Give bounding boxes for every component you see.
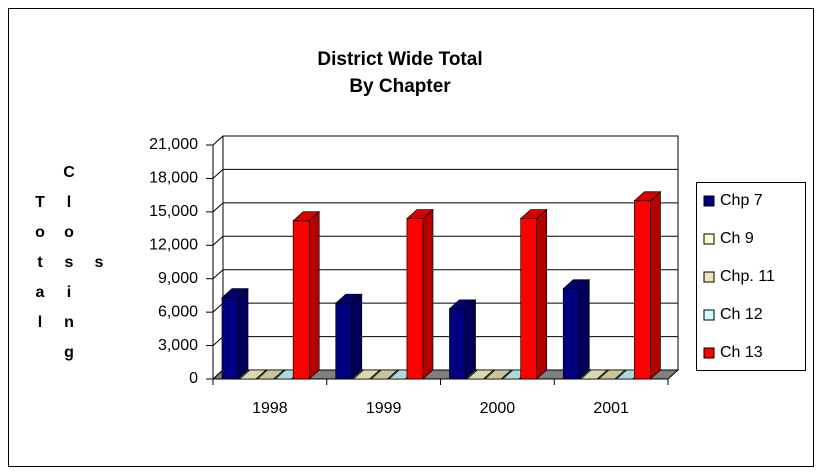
bar-top <box>256 369 285 380</box>
bar-top <box>352 369 381 380</box>
y-tick-label: 3,000 <box>158 337 198 354</box>
bar-top <box>292 211 321 222</box>
y-tick-label: 18,000 <box>149 170 198 187</box>
y-tick-label: 6,000 <box>158 303 198 320</box>
bar <box>520 218 538 380</box>
y-tick-label: 12,000 <box>149 237 198 254</box>
chart-title: District Wide Total <box>317 49 482 70</box>
bar-top <box>406 209 434 219</box>
y-axis-label: s <box>95 254 104 271</box>
bar <box>449 308 466 380</box>
bar <box>292 220 310 380</box>
legend-label: Ch 12 <box>720 306 763 323</box>
grid-line <box>212 135 678 146</box>
legend-label: Ch 9 <box>720 230 754 247</box>
legend-swatch <box>703 233 715 245</box>
bar <box>221 297 239 380</box>
bar-top <box>519 209 548 219</box>
bar <box>335 302 353 380</box>
bar-side <box>308 210 320 380</box>
bar-side <box>465 299 476 380</box>
legend-label: Ch 13 <box>720 344 763 361</box>
bar-side <box>351 293 363 380</box>
bar-top <box>334 293 363 304</box>
bar-side <box>536 208 548 380</box>
bar-side <box>578 278 590 380</box>
x-tick-label: 1999 <box>366 400 402 417</box>
x-tick-label: 2000 <box>480 400 516 417</box>
bar-top <box>238 369 267 380</box>
bar-side <box>422 208 434 380</box>
bar-top <box>221 288 249 299</box>
bar-top <box>562 279 591 290</box>
bar-top <box>633 191 662 202</box>
grid-line <box>212 202 678 213</box>
legend-label: Chp. 11 <box>720 268 775 285</box>
legend-box <box>696 182 806 371</box>
y-tick-label: 0 <box>189 370 198 387</box>
bar-side <box>237 287 249 380</box>
bar-top <box>370 369 399 380</box>
x-tick-label: 2001 <box>593 400 629 417</box>
legend-swatch <box>703 271 715 283</box>
legend-swatch <box>703 309 715 321</box>
bar-side <box>650 190 661 380</box>
legend-swatch <box>703 195 715 207</box>
bar <box>562 288 580 380</box>
y-tick-label: 21,000 <box>149 136 198 153</box>
bar <box>406 218 424 380</box>
y-tick-label: 15,000 <box>149 203 198 220</box>
bar-top <box>580 369 608 380</box>
bar-top <box>597 369 626 380</box>
bar-top <box>448 299 477 310</box>
bar <box>634 200 651 380</box>
x-tick-label: 1998 <box>252 400 288 417</box>
bar-top <box>466 369 495 380</box>
legend-label: Chp 7 <box>720 192 763 209</box>
chart-title: By Chapter <box>349 76 451 97</box>
grid-line <box>212 168 678 179</box>
y-tick-label: 9,000 <box>158 270 198 287</box>
bar-top <box>484 369 513 380</box>
legend-swatch <box>703 347 715 359</box>
